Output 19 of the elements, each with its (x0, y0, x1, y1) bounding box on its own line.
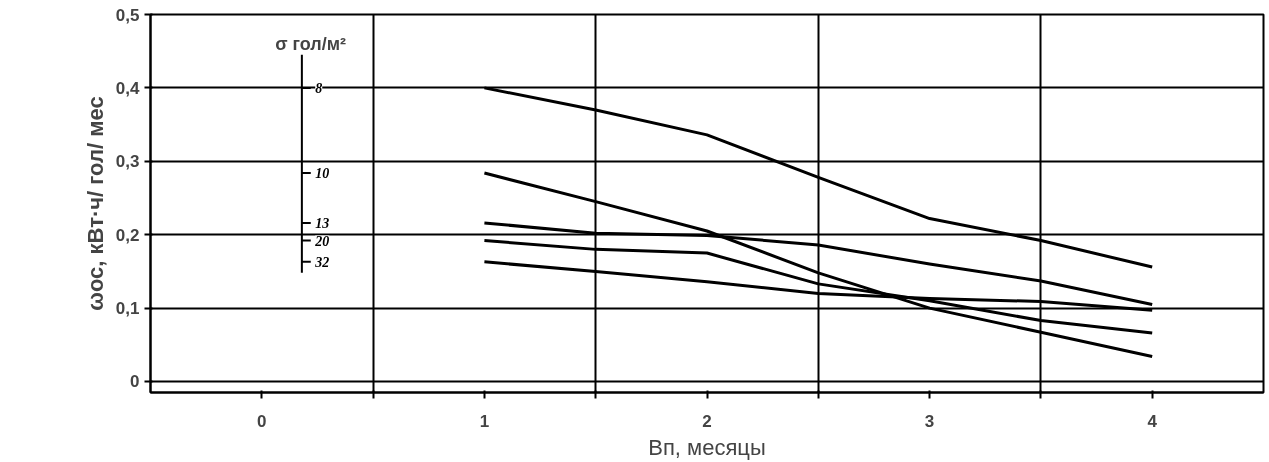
x-axis-title: Вп, месяцы (648, 434, 766, 460)
legend-label: 8 (315, 80, 323, 96)
y-tick-label: 0,1 (115, 299, 140, 319)
legend-title: σ гол/м² (275, 33, 347, 54)
x-tick-label: 2 (702, 411, 712, 431)
y-axis-title: ωос, кВт·ч/ гол/ мес (82, 96, 108, 311)
x-tick-label: 0 (257, 411, 267, 431)
legend-label: 10 (315, 166, 330, 182)
x-tick-label: 1 (479, 411, 490, 431)
legend-label: 13 (315, 215, 330, 231)
legend-label: 32 (314, 254, 330, 270)
x-tick-label: 3 (924, 411, 935, 431)
y-tick-label: 0,4 (115, 78, 141, 98)
legend-label: 20 (314, 233, 330, 249)
y-tick-label: 0 (130, 372, 140, 392)
x-tick-label: 4 (1147, 411, 1158, 431)
y-tick-label: 0,5 (115, 5, 140, 25)
y-tick-label: 0,3 (115, 152, 140, 172)
y-tick-label: 0,2 (115, 225, 140, 245)
